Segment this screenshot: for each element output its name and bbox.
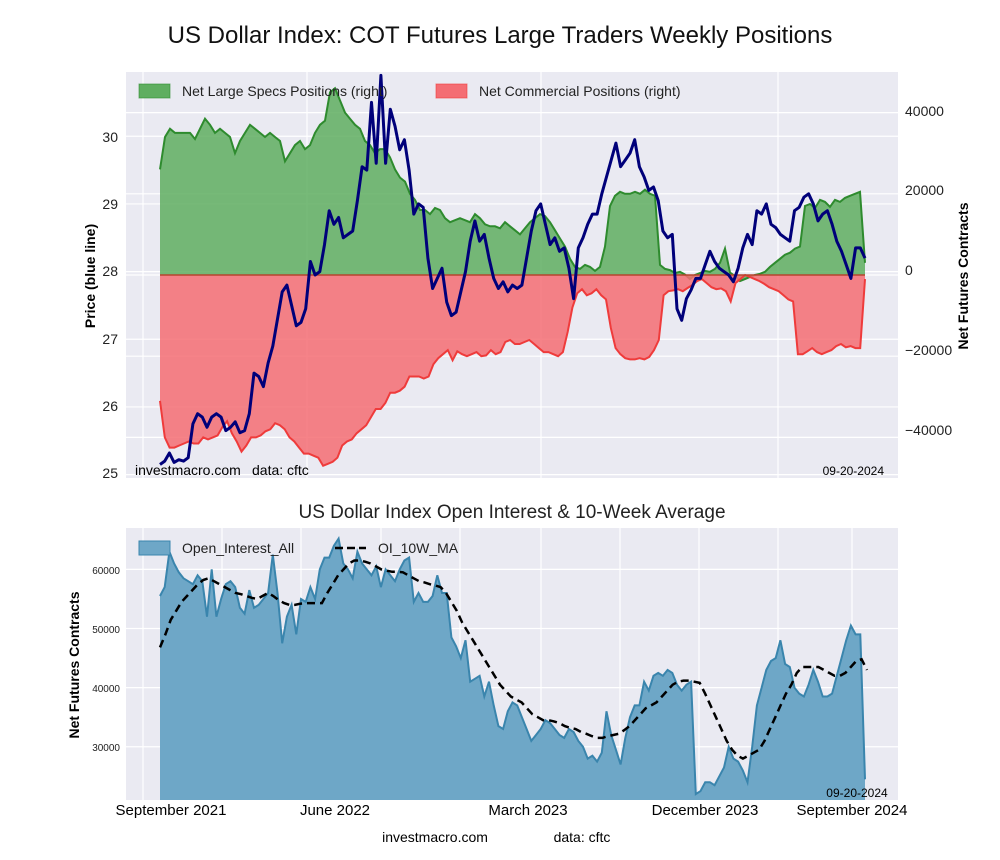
- legend-swatch-specs: [139, 84, 170, 98]
- top-site-note: investmacro.com: [135, 462, 241, 478]
- ytick-left: 30: [102, 129, 118, 145]
- ytick-right: −20000: [905, 342, 952, 358]
- top-date-note: 09-20-2024: [823, 464, 885, 478]
- ytick-left: 26: [102, 398, 118, 414]
- top-yticks-left: 25 26 27 28 29 30: [102, 129, 118, 481]
- ytick-oi: 30000: [92, 743, 120, 754]
- ytick-right: 20000: [905, 182, 944, 198]
- ytick-right: 40000: [905, 103, 944, 119]
- top-source-note: data: cftc: [252, 462, 309, 478]
- xtick-label: June 2022: [300, 802, 370, 819]
- xtick-label: September 2021: [116, 802, 227, 819]
- bottom-xticks: September 2021 June 2022 March 2023 Dece…: [116, 802, 908, 819]
- ylabel-oi: Net Futures Contracts: [66, 591, 82, 738]
- xtick-label: September 2024: [797, 802, 908, 819]
- legend-label-ma: OI_10W_MA: [378, 540, 459, 556]
- ytick-oi: 40000: [92, 684, 120, 695]
- footer-site: investmacro.com: [382, 829, 488, 845]
- ytick-left: 27: [102, 331, 118, 347]
- footer-source: data: cftc: [554, 829, 611, 845]
- bottom-yticks: 60000 50000 40000 30000: [92, 566, 120, 754]
- ytick-oi: 50000: [92, 625, 120, 636]
- ytick-right: 0: [905, 262, 913, 278]
- legend-label-specs: Net Large Specs Positions (right): [182, 83, 387, 99]
- top-yticks-right: 40000 20000 0 −20000 −40000: [905, 103, 952, 438]
- ytick-oi: 60000: [92, 566, 120, 577]
- ytick-left: 28: [102, 263, 118, 279]
- legend-swatch-oi: [139, 541, 170, 555]
- ylabel-net-contracts: Net Futures Contracts: [955, 202, 971, 349]
- ytick-left: 25: [102, 465, 118, 481]
- ytick-right: −40000: [905, 422, 952, 438]
- legend-label-oi: Open_Interest_All: [182, 540, 294, 556]
- ylabel-price: Price (blue line): [82, 224, 98, 328]
- cot-chart: 25 26 27 28 29 30 40000 20000 0 −20000 −…: [0, 0, 1000, 860]
- xtick-label: March 2023: [488, 802, 567, 819]
- xtick-label: December 2023: [652, 802, 759, 819]
- ytick-left: 29: [102, 196, 118, 212]
- bottom-date-note: 09-20-2024: [826, 786, 888, 800]
- legend-swatch-commercial: [436, 84, 467, 98]
- legend-label-commercial: Net Commercial Positions (right): [479, 83, 681, 99]
